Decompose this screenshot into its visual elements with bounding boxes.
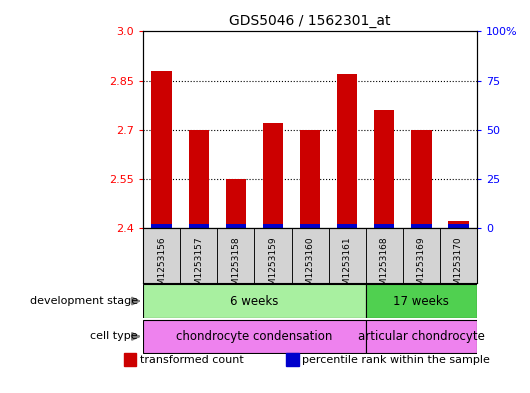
Text: GSM1253158: GSM1253158 <box>232 236 240 297</box>
FancyBboxPatch shape <box>366 320 477 353</box>
FancyBboxPatch shape <box>366 285 477 318</box>
Bar <box>217 228 254 283</box>
Bar <box>226 224 246 228</box>
Text: GSM1253161: GSM1253161 <box>343 236 351 297</box>
Bar <box>189 224 209 228</box>
Bar <box>337 224 357 228</box>
Bar <box>286 353 298 365</box>
Bar <box>263 123 283 228</box>
Bar <box>254 228 292 283</box>
Text: development stage: development stage <box>30 296 138 306</box>
Bar <box>448 224 469 228</box>
Bar <box>440 228 477 283</box>
Text: GSM1253169: GSM1253169 <box>417 236 426 297</box>
Bar <box>124 353 136 365</box>
Bar <box>189 130 209 228</box>
FancyBboxPatch shape <box>143 320 366 353</box>
Bar <box>411 224 431 228</box>
Text: GSM1253157: GSM1253157 <box>195 236 203 297</box>
Bar <box>152 71 172 228</box>
Bar <box>292 228 329 283</box>
Text: 6 weeks: 6 weeks <box>230 294 279 308</box>
Bar <box>152 224 172 228</box>
Bar <box>300 130 320 228</box>
Text: GSM1253160: GSM1253160 <box>306 236 314 297</box>
Bar <box>263 224 283 228</box>
Text: articular chondrocyte: articular chondrocyte <box>358 330 485 343</box>
Text: chondrocyte condensation: chondrocyte condensation <box>176 330 333 343</box>
Text: GSM1253156: GSM1253156 <box>157 236 166 297</box>
Bar <box>226 179 246 228</box>
Text: transformed count: transformed count <box>140 354 244 365</box>
Bar <box>448 221 469 228</box>
Text: cell type: cell type <box>90 331 138 342</box>
Bar <box>180 228 217 283</box>
Bar <box>374 224 394 228</box>
Bar <box>366 228 403 283</box>
Bar <box>374 110 394 228</box>
Bar <box>300 224 320 228</box>
Bar <box>337 74 357 228</box>
Bar <box>143 228 180 283</box>
Bar <box>403 228 440 283</box>
Text: GSM1253170: GSM1253170 <box>454 236 463 297</box>
Bar <box>411 130 431 228</box>
FancyBboxPatch shape <box>143 285 366 318</box>
Text: GSM1253159: GSM1253159 <box>269 236 277 297</box>
Text: GSM1253168: GSM1253168 <box>380 236 388 297</box>
Text: percentile rank within the sample: percentile rank within the sample <box>302 354 490 365</box>
Text: 17 weeks: 17 weeks <box>393 294 449 308</box>
Bar <box>329 228 366 283</box>
Title: GDS5046 / 1562301_at: GDS5046 / 1562301_at <box>229 14 391 28</box>
